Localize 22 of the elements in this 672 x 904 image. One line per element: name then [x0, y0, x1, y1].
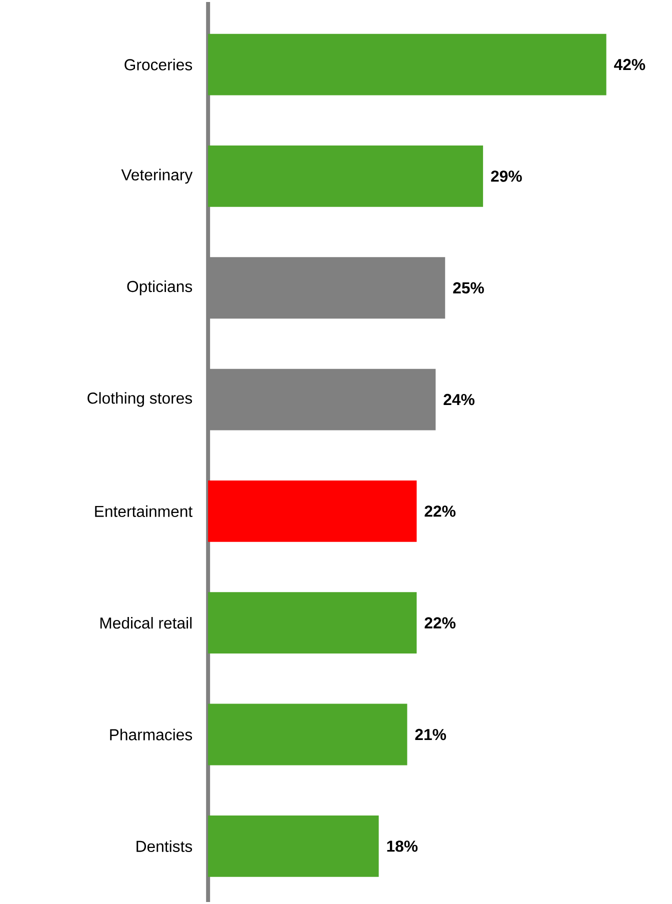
y-tick-label: Groceries [124, 58, 192, 70]
bar [208, 704, 408, 766]
data-label: 21% [415, 728, 446, 740]
data-label: 24% [444, 394, 474, 406]
y-tick-label: Medical retail [100, 617, 192, 629]
data-label: 22% [424, 617, 456, 628]
data-label: 42% [614, 58, 646, 70]
data-label: 29% [491, 170, 522, 182]
y-tick-label: Dentists [136, 840, 192, 852]
y-tick-label: Veterinary [121, 168, 193, 184]
data-label: 22% [424, 506, 456, 517]
y-tick-label: Clothing stores [88, 392, 192, 407]
bar [208, 145, 484, 207]
bar [208, 815, 379, 877]
data-label: 25% [453, 282, 484, 294]
y-tick-label: Pharmacies [110, 728, 192, 740]
bar [208, 592, 417, 654]
bar [208, 34, 606, 96]
bar [208, 480, 417, 542]
data-label: 18% [387, 840, 418, 852]
y-tick-label: Entertainment [95, 505, 193, 518]
y-tick-label: Opticians [127, 280, 192, 296]
